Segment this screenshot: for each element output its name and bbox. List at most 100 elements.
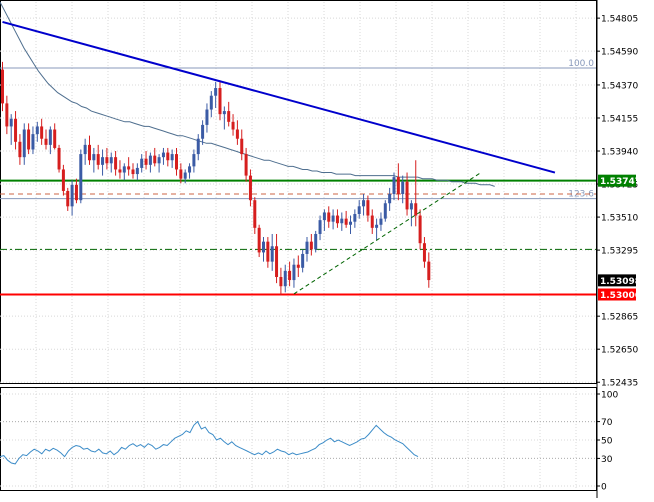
price-label-box (598, 274, 636, 287)
candle-body (79, 154, 83, 201)
candle-body (344, 218, 348, 225)
candle-body (370, 215, 374, 228)
candle-body (388, 194, 392, 204)
candle-body (279, 276, 283, 287)
candle-body (383, 203, 387, 219)
candle-body (14, 118, 18, 142)
candle-body (262, 241, 265, 253)
candle-body (44, 138, 48, 145)
candle-body (74, 184, 78, 201)
candle-body (170, 154, 174, 161)
candle-body (240, 138, 244, 155)
price-label: 1.53098 (600, 277, 641, 287)
candle-body (31, 134, 35, 150)
candle-body (292, 264, 296, 281)
candle-body (70, 184, 74, 207)
fib-level-label: 100.0 (568, 59, 594, 69)
candle-body (222, 111, 226, 115)
candle-body (335, 215, 339, 224)
indicator-tick-label: 70 (601, 418, 613, 428)
candle-body (83, 144, 87, 155)
candle-body (235, 129, 239, 139)
axis-tick-label: 1.54155 (601, 114, 638, 124)
horizontal-lines: 100.0 123.6 (0, 59, 596, 296)
candle-body (57, 147, 61, 170)
candle-body (314, 233, 318, 250)
candle-body (375, 224, 379, 228)
candle-body (288, 270, 292, 281)
candle-body (322, 212, 326, 221)
axis-tick-label: 1.53940 (601, 148, 638, 158)
indicator-tick-label: 0 (601, 483, 607, 493)
candle-body (61, 169, 65, 191)
candle-body (22, 129, 26, 158)
candle-body (118, 169, 122, 173)
candle-body (140, 158, 144, 168)
axis-tick-label: 1.53295 (601, 247, 638, 257)
candle-body (327, 212, 331, 222)
candle-body (105, 157, 109, 164)
candle-body (157, 157, 161, 164)
candle-body (270, 246, 274, 262)
candle-body (275, 246, 279, 277)
candle-body (349, 221, 352, 225)
candle-body (18, 141, 22, 158)
candle-body (205, 109, 209, 125)
candle-body (196, 138, 200, 155)
indicator (0, 420, 596, 465)
candle-body (296, 264, 300, 268)
candle-body (318, 220, 322, 234)
candle-body (183, 172, 187, 179)
candle-body (96, 154, 100, 165)
candles (1, 61, 431, 296)
candle-body (266, 241, 270, 262)
candle-body (122, 166, 126, 173)
candle-body (92, 154, 96, 161)
candle-body (188, 166, 192, 173)
candle-body (331, 215, 335, 222)
candle-body (427, 261, 431, 281)
candle-body (414, 203, 418, 216)
candle-body (179, 169, 183, 179)
candle-body (248, 175, 252, 201)
axis-tick-label: 1.52865 (601, 313, 638, 323)
axis-tick-label: 1.53510 (601, 214, 638, 224)
trendlines (2, 21, 556, 295)
fib-level-label: 123.6 (568, 190, 594, 200)
trendline (2, 21, 556, 174)
candle-body (1, 69, 4, 104)
indicator-tick-label: 100 (601, 391, 618, 401)
candle-body (144, 158, 148, 165)
candle-body (353, 214, 357, 222)
candle-body (209, 95, 213, 110)
candle-body (48, 129, 52, 145)
candle-body (135, 167, 139, 175)
price-label: 1.53747 (600, 177, 641, 187)
candle-body (114, 157, 118, 170)
candle-body (396, 177, 400, 195)
axis-tick-label: 1.54370 (601, 81, 638, 91)
candle-body (253, 200, 257, 228)
candle-body (422, 243, 426, 262)
candle-body (227, 111, 231, 122)
candle-body (218, 88, 222, 115)
candle-body (405, 181, 409, 210)
axis-tick-label: 1.54805 (601, 15, 638, 25)
grid (0, 2, 596, 490)
candle-body (231, 121, 235, 130)
candle-body (101, 157, 105, 165)
candle-body (88, 144, 91, 161)
candle-body (131, 169, 135, 175)
axis-tick-label: 1.54590 (601, 48, 638, 58)
indicator-tick-label: 50 (601, 437, 613, 447)
trendline (293, 172, 482, 295)
candle-body (109, 157, 113, 164)
candle-body (148, 155, 152, 165)
candle-body (161, 152, 165, 158)
indicator-line (0, 420, 419, 465)
candle-body (366, 200, 370, 216)
price-label: 1.53006 (600, 291, 641, 301)
candle-body (214, 88, 218, 96)
candle-body (166, 152, 170, 161)
